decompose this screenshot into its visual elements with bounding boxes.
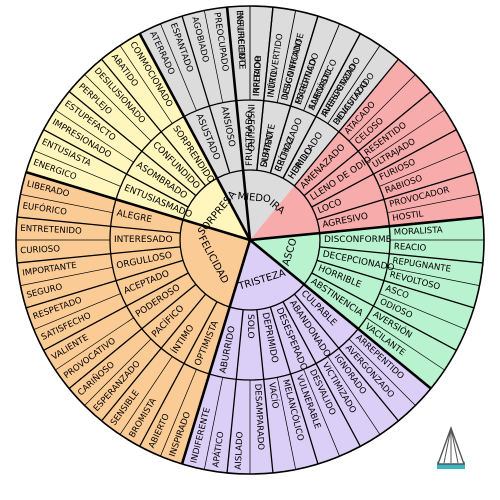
outer-word-hostil: HOSTIL <box>392 209 425 224</box>
middle-word-frustrado: FRUSTRADO <box>245 111 255 166</box>
outer-word-enfurecido: ENFURECIDO <box>234 10 247 67</box>
outer-word-aislado: AISLADO <box>234 431 246 470</box>
triangle-logo-icon <box>437 425 465 469</box>
core-emotion-miedo: MIEDO <box>237 191 272 205</box>
wheel-dividers <box>15 5 485 475</box>
outer-word-moralista: MORALISTA <box>394 226 443 238</box>
outer-word-insuficiente: INSUFICIENTE <box>234 10 247 70</box>
sector-miedo <box>139 5 399 240</box>
outer-word-entretenido: ENTRETENIDO <box>20 224 82 237</box>
middle-word-inseguro: INSEGURO <box>245 104 255 152</box>
outer-word-reacio: REACIO <box>394 242 427 254</box>
outer-word-vacio: VACÍO <box>266 381 282 409</box>
sector-tristeza <box>182 240 431 474</box>
outer-word-inferior: INFERIOR <box>252 55 264 96</box>
middle-word-interesado: INTERESADO <box>114 235 173 245</box>
outer-word-irritado: IRRITADO <box>252 55 264 97</box>
middle-word-disconforme: DISCONFORME <box>324 235 392 245</box>
outer-word-curioso: CURIOSO <box>20 244 60 256</box>
middle-word-solo: SOLO <box>245 314 255 339</box>
outer-word-desamparado: DESAMPARADO <box>252 384 265 451</box>
